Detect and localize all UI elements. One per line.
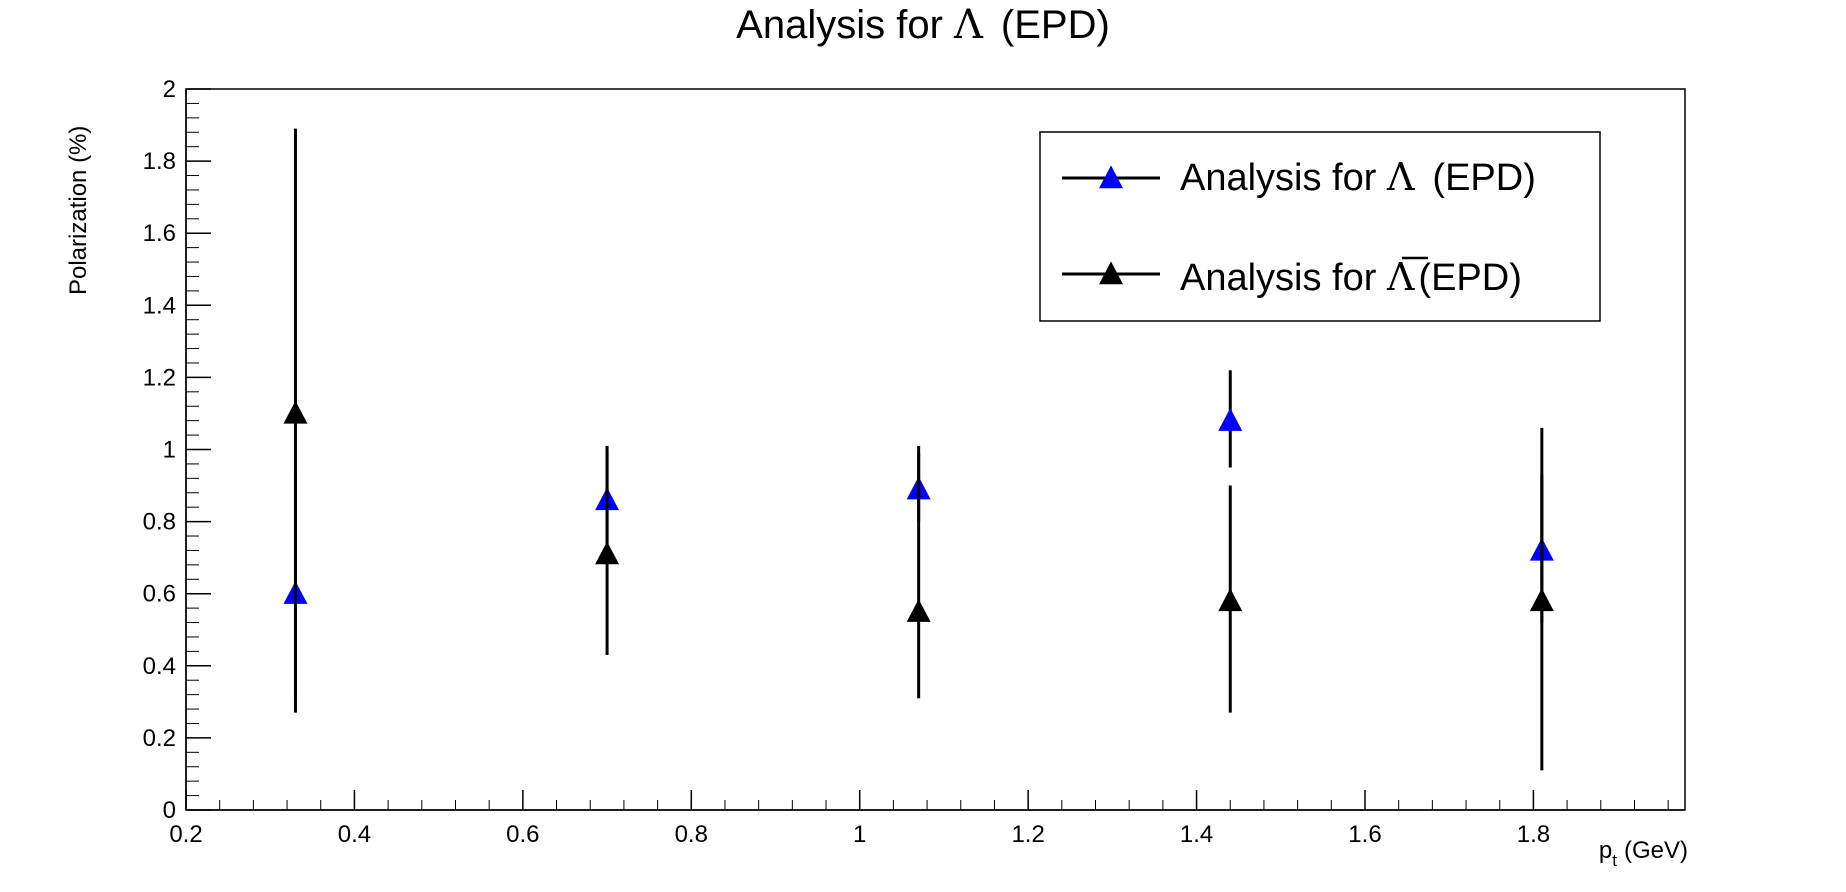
chart-title-symbol: Λ (953, 2, 984, 48)
y-tick-label: 0.8 (143, 509, 176, 536)
series-layer (283, 128, 1554, 771)
data-point-marker (906, 599, 931, 622)
y-tick-label: 0.4 (143, 653, 176, 680)
y-tick-label: 1.6 (143, 220, 176, 247)
chart-title-prefix: Analysis for (736, 3, 954, 47)
y-tick-label: 0 (163, 797, 176, 824)
legend-entry-lambda: Analysis for Λ (EPD) (1062, 155, 1536, 199)
series-1 (283, 128, 1554, 771)
data-point-marker (1218, 588, 1243, 612)
x-tick-label: 0.2 (169, 821, 202, 848)
axis-ticks (185, 88, 1669, 811)
x-tick-label: 1.2 (1011, 821, 1044, 848)
legend-label-lambda-symbol: Λ (1386, 155, 1415, 199)
y-tick-label: 0.6 (143, 581, 176, 608)
data-point-marker (1529, 588, 1554, 612)
legend-label-antilambda-prefix: Analysis for (1180, 257, 1387, 299)
y-tick-label: 1.2 (143, 364, 176, 391)
y-axis-label: Polarization (%) (65, 126, 92, 295)
axis-tick-labels: 0.2 0.4 0.6 0.8 1 1.2 1.4 1.6 1.800.20.40.60.811… (143, 76, 1550, 848)
y-tick-label: 1 (163, 437, 176, 464)
y-tick-label: 0.2 (143, 725, 176, 752)
x-axis-label: pt (GeV) (1599, 837, 1688, 870)
x-tick-label: 1.6 (1348, 821, 1381, 848)
x-tick-label: 1.8 (1517, 821, 1550, 848)
legend-marker-lambda (1099, 165, 1123, 189)
x-tick-label: 0.6 (506, 821, 539, 848)
legend-marker-antilambda (1099, 261, 1123, 285)
x-tick-label: 1 (853, 821, 866, 848)
data-point-marker (283, 400, 308, 424)
legend-label-antilambda-suffix: (EPD) (1418, 257, 1521, 299)
data-point-marker (1218, 408, 1243, 431)
legend-label-antilambda-symbol: Λ (1386, 255, 1415, 299)
x-axis-label-rest: (GeV) (1624, 837, 1688, 864)
chart-title-suffix: (EPD) (1001, 3, 1110, 47)
data-point-marker (595, 541, 620, 565)
y-tick-label: 2 (163, 76, 176, 103)
x-tick-label: 1.4 (1180, 821, 1213, 848)
legend-label-antilambda: Analysis for Λ (EPD) (1180, 255, 1522, 299)
x-tick-label: 0.8 (675, 821, 708, 848)
legend-label-lambda: Analysis for Λ (EPD) (1180, 155, 1536, 199)
x-tick-label: 0.4 (338, 821, 371, 848)
y-tick-label: 1.4 (143, 292, 176, 319)
legend-box (1039, 131, 1601, 322)
legend-entry-antilambda: Analysis for Λ (EPD) (1062, 255, 1522, 299)
legend-label-lambda-suffix: (EPD) (1432, 157, 1535, 199)
legend: Analysis for Λ (EPD) Analysis for Λ (EPD) (1039, 131, 1601, 322)
chart-title: Analysis for Λ (EPD) (736, 2, 1110, 48)
y-tick-label: 1.8 (143, 148, 176, 175)
legend-label-lambda-prefix: Analysis for (1180, 157, 1387, 199)
x-axis-label-sub: t (1612, 851, 1617, 870)
x-axis-label-main: p (1599, 837, 1612, 864)
